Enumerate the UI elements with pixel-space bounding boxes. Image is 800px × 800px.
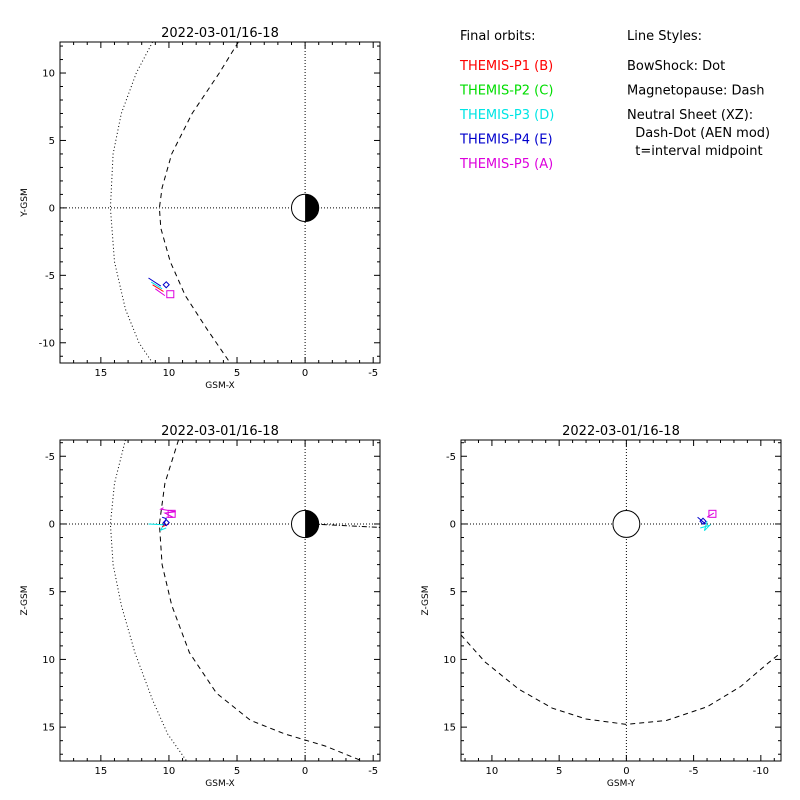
- y-tick-label-1: 0: [49, 519, 55, 530]
- y-tick-label-2: 0: [49, 203, 55, 214]
- x-tick-label-2: 5: [234, 368, 240, 379]
- y-axis-label: Y-GSM: [20, 188, 30, 217]
- orbit-2: [706, 512, 715, 518]
- marker-diamond-1: [162, 281, 170, 289]
- legend-style-2: Neutral Sheet (XZ):: [627, 108, 753, 123]
- panel-content: [60, 440, 380, 761]
- x-tick-label-3: 0: [302, 766, 308, 777]
- legend-probe-4: THEMIS-P5 (A): [459, 157, 553, 172]
- y-tick-label-0: -5: [45, 452, 55, 463]
- x-tick-label-0: 15: [94, 766, 107, 777]
- x-axis-label: GSM-Y: [607, 779, 636, 789]
- legend-probe-3: THEMIS-P4 (E): [459, 133, 553, 148]
- orbit-3: [152, 284, 164, 292]
- y-tick-label-4: 15: [443, 723, 456, 734]
- earth-night-side: [305, 194, 319, 222]
- legend-style-4: t=interval midpoint: [627, 144, 763, 159]
- x-tick-label-3: -5: [689, 766, 699, 777]
- marker-diamond-1: [699, 517, 707, 525]
- x-axis-label: GSM-X: [205, 779, 234, 789]
- panel-content: [60, 42, 380, 363]
- orbit-2: [161, 516, 167, 526]
- y-tick-label-2: 5: [450, 587, 456, 598]
- orbit-0: [700, 521, 712, 532]
- marker-square-0: [166, 290, 175, 299]
- x-axis-label: GSM-X: [205, 381, 234, 391]
- marker-diamond-1: [162, 518, 170, 527]
- plots: 15 10 5 0 -5 -10 -5 0 5 10 2022-03-01/16-18 GSM-X Y-…: [20, 26, 782, 789]
- marker-square-0: [167, 509, 176, 518]
- y-tick-label-4: 10: [42, 69, 55, 80]
- x-tick-label-1: 5: [556, 766, 562, 777]
- x-tick-label-0: 10: [486, 766, 499, 777]
- neutral-sheet-line: [311, 523, 380, 528]
- orbit-1: [148, 523, 167, 532]
- legend: Final orbits: THEMIS-P1 (B) THEMIS-P2 (C)…: [459, 29, 770, 172]
- panel-content: [461, 440, 781, 761]
- orbit-1: [148, 277, 162, 287]
- orbit-2: [150, 281, 163, 290]
- plot-frame: [59, 41, 381, 364]
- x-tick-label-2: 5: [234, 766, 240, 777]
- x-tick-label-2: 0: [623, 766, 629, 777]
- x-tick-label-4: -10: [753, 766, 769, 777]
- legend-style-3: Dash-Dot (AEN mod): [627, 126, 770, 141]
- legend-probe-1: THEMIS-P2 (C): [459, 84, 553, 99]
- y-tick-label-3: 5: [49, 136, 55, 147]
- earth-circle: [612, 510, 641, 538]
- y-tick-label-3: 10: [42, 655, 55, 666]
- orbit-1: [697, 516, 707, 525]
- y-tick-label-1: -5: [45, 271, 55, 282]
- orbit-0: [155, 288, 166, 297]
- bowshock-line: [109, 42, 154, 363]
- y-tick-label-1: 0: [450, 519, 456, 530]
- y-tick-label-0: -10: [39, 338, 55, 349]
- legend-style-1: Magnetopause: Dash: [627, 84, 764, 99]
- earth-night-side: [305, 510, 319, 538]
- legend-styles: BowShock: Dot Magnetopause: Dash Neutral S…: [627, 59, 770, 159]
- legend-probe-2: THEMIS-P3 (D): [459, 108, 554, 123]
- y-tick-label-3: 10: [443, 655, 456, 666]
- plot-title: 2022-03-01/16-18: [562, 424, 680, 439]
- panel-2: 10 5 0 -5 -10 -5 0 5 10 15 2022-03-01/16-18 GSM-Y Z-…: [421, 424, 782, 789]
- y-tick-label-4: 15: [42, 723, 55, 734]
- legend-probe-0: THEMIS-P1 (B): [459, 59, 553, 74]
- legend-orbits-title: Final orbits:: [460, 29, 536, 44]
- plot-title: 2022-03-01/16-18: [161, 424, 279, 439]
- y-tick-label-2: 5: [49, 587, 55, 598]
- y-axis-label: Z-GSM: [20, 585, 30, 615]
- x-tick-label-3: 0: [302, 368, 308, 379]
- panel-0: 15 10 5 0 -5 -10 -5 0 5 10 2022-03-01/16-18 GSM-X Y-…: [20, 26, 381, 391]
- plot-title: 2022-03-01/16-18: [161, 26, 279, 41]
- legend-style-0: BowShock: Dot: [627, 59, 725, 74]
- x-tick-label-4: -5: [368, 368, 378, 379]
- y-tick-label-0: -5: [446, 452, 456, 463]
- legend-probes: THEMIS-P1 (B) THEMIS-P2 (C) THEMIS-P3 (D) T…: [459, 59, 554, 172]
- x-tick-label-1: 10: [163, 766, 176, 777]
- x-tick-label-4: -5: [368, 766, 378, 777]
- magnetopause-line: [461, 634, 781, 725]
- plot-frame: [59, 439, 381, 762]
- panel-1: 15 10 5 0 -5 -5 0 5 10 15 2022-03-01/16-18 GSM-X Z-G…: [20, 424, 381, 789]
- plot-frame: [460, 439, 782, 762]
- x-tick-label-0: 15: [94, 368, 107, 379]
- magnetopause-line: [158, 42, 239, 363]
- legend-styles-title: Line Styles:: [627, 29, 702, 44]
- marker-square-0: [708, 509, 717, 518]
- magnetopause-line: [158, 440, 363, 761]
- y-axis-label: Z-GSM: [421, 585, 431, 615]
- x-tick-label-1: 10: [163, 368, 176, 379]
- bowshock-line: [109, 440, 188, 761]
